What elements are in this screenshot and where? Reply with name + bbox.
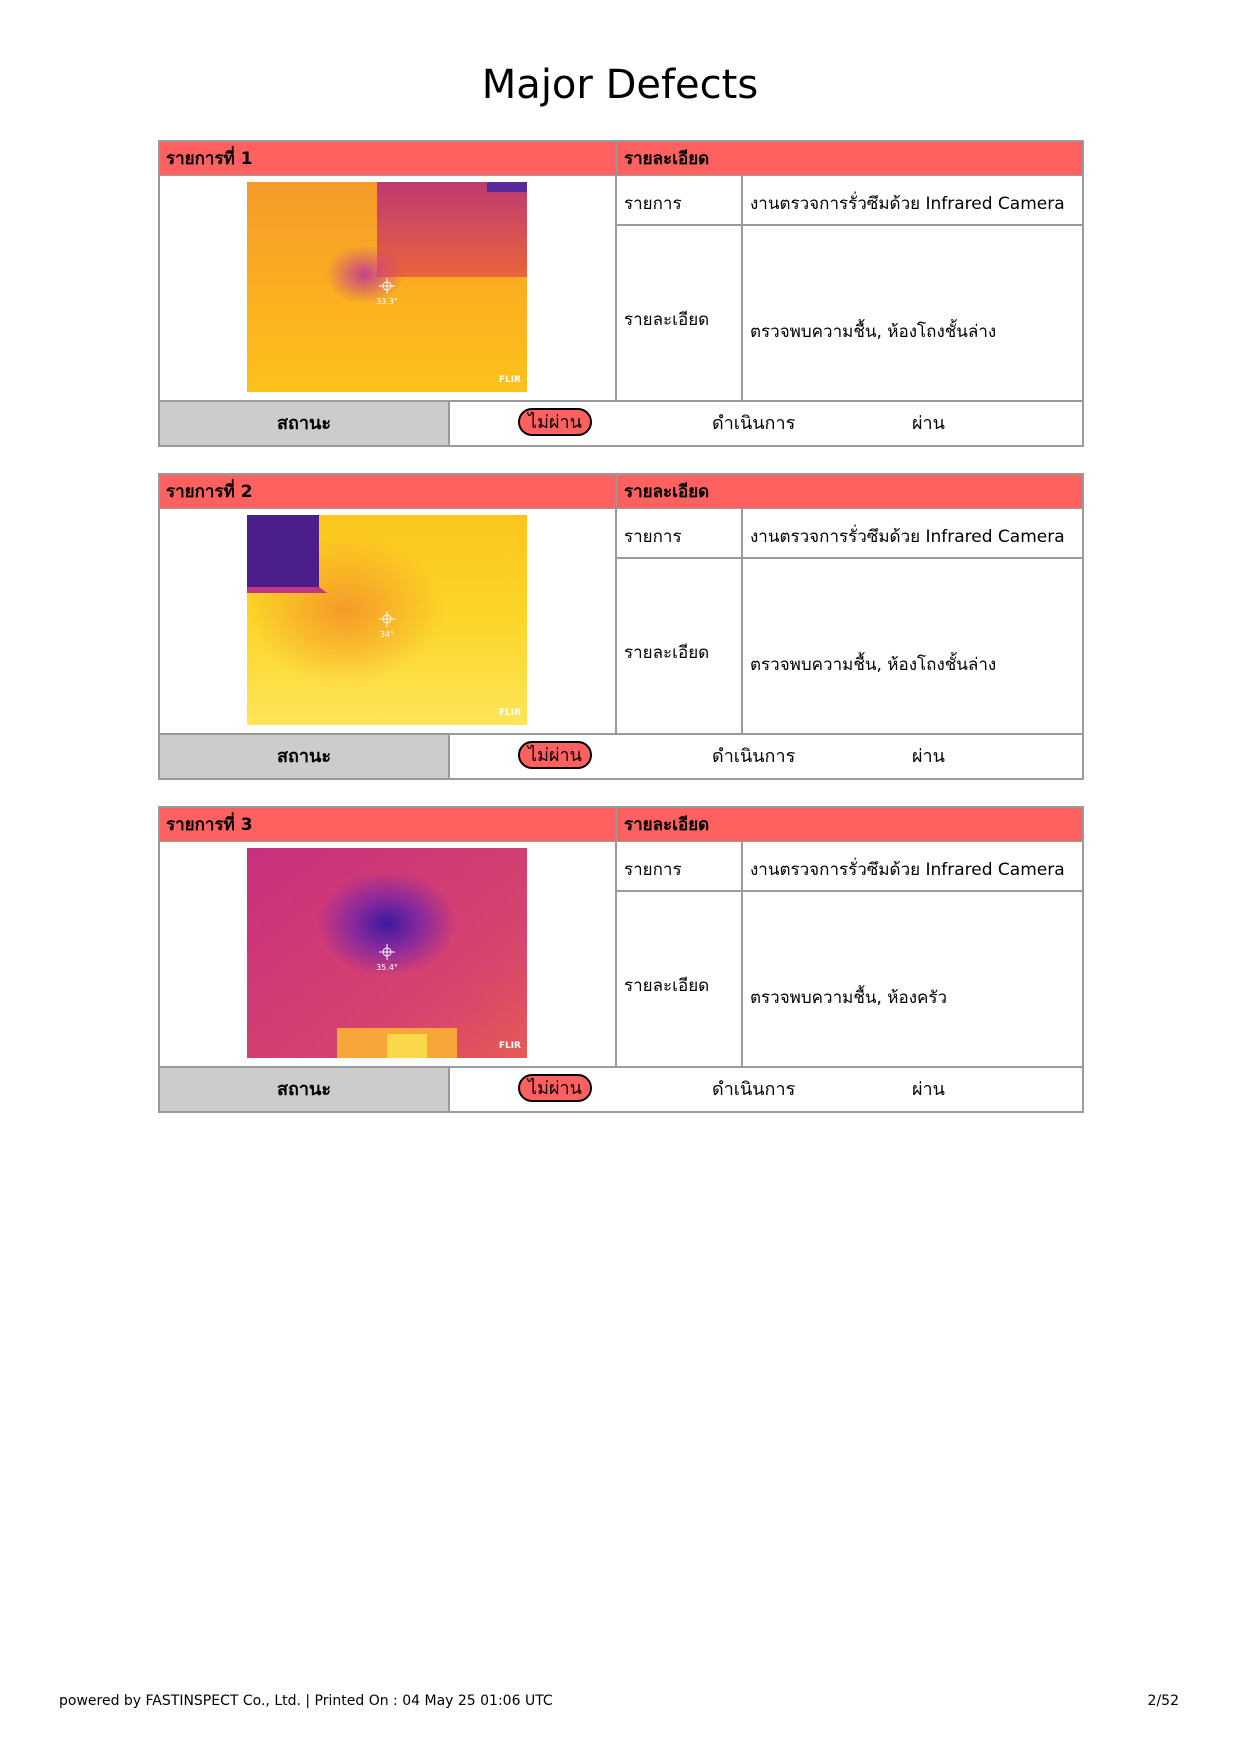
- fail-badge[interactable]: ไม่ผ่าน: [518, 741, 592, 769]
- crosshair-icon: [379, 611, 395, 627]
- detail-text: ตรวจพบความชื้น, ห้องโถงชั้นล่าง: [750, 322, 997, 342]
- defect-header: รายการที่ 1 รายละเอียด: [160, 142, 1082, 176]
- item-text: งานตรวจการรั่วซึมด้วย Infrared Camera: [750, 860, 1065, 880]
- detail-label: รายละเอียด: [624, 976, 710, 996]
- page-title: Major Defects: [481, 62, 759, 108]
- fail-badge[interactable]: ไม่ผ่าน: [518, 1074, 592, 1102]
- flir-logo: FLIR: [499, 708, 521, 718]
- thermal-image[interactable]: 33.3° FLIR: [247, 182, 527, 392]
- status-bar: สถานะ ไม่ผ่าน ดำเนินการ ผ่าน: [160, 1066, 1082, 1111]
- temperature-readout: 35.4°: [376, 963, 398, 972]
- detail-label: รายละเอียด: [624, 643, 710, 663]
- page-number: 2/52: [1147, 1693, 1179, 1709]
- status-bar: สถานะ ไม่ผ่าน ดำเนินการ ผ่าน: [160, 733, 1082, 778]
- detail-text: ตรวจพบความชื้น, ห้องครัว: [750, 988, 948, 1008]
- action-label: ดำเนินการ: [712, 1079, 796, 1100]
- fail-badge[interactable]: ไม่ผ่าน: [518, 408, 592, 436]
- status-label: สถานะ: [160, 402, 450, 445]
- status-label: สถานะ: [160, 735, 450, 778]
- action-label: ดำเนินการ: [712, 413, 796, 434]
- defect-card-2: รายการที่ 2 รายละเอียด 34° FLIR: [158, 473, 1084, 780]
- defect-header: รายการที่ 2 รายละเอียด: [160, 475, 1082, 509]
- defect-number: รายการที่ 1: [166, 149, 253, 169]
- temperature-readout: 34°: [380, 630, 394, 639]
- item-text: งานตรวจการรั่วซึมด้วย Infrared Camera: [750, 527, 1065, 547]
- detail-header: รายละเอียด: [624, 482, 710, 502]
- item-label: รายการ: [624, 860, 682, 880]
- thermal-image[interactable]: 34° FLIR: [247, 515, 527, 725]
- pass-option[interactable]: ผ่าน: [912, 413, 945, 434]
- status-bar: สถานะ ไม่ผ่าน ดำเนินการ ผ่าน: [160, 400, 1082, 445]
- defect-number: รายการที่ 2: [166, 482, 253, 502]
- pass-option[interactable]: ผ่าน: [912, 746, 945, 767]
- defect-card-3: รายการที่ 3 รายละเอียด 35.4° FLIR: [158, 806, 1084, 1113]
- photo-cell: 34° FLIR: [160, 509, 616, 735]
- crosshair-icon: [379, 278, 395, 294]
- detail-text: ตรวจพบความชื้น, ห้องโถงชั้นล่าง: [750, 655, 997, 675]
- defect-number: รายการที่ 3: [166, 815, 253, 835]
- crosshair-icon: [379, 944, 395, 960]
- photo-cell: 35.4° FLIR: [160, 842, 616, 1068]
- item-text: งานตรวจการรั่วซึมด้วย Infrared Camera: [750, 194, 1065, 214]
- photo-cell: 33.3° FLIR: [160, 176, 616, 402]
- flir-logo: FLIR: [499, 375, 521, 385]
- item-label: รายการ: [624, 194, 682, 214]
- thermal-image[interactable]: 35.4° FLIR: [247, 848, 527, 1058]
- defect-card-1: รายการที่ 1 รายละเอียด: [158, 140, 1084, 447]
- item-label: รายการ: [624, 527, 682, 547]
- detail-header: รายละเอียด: [624, 815, 710, 835]
- detail-label: รายละเอียด: [624, 310, 710, 330]
- flir-logo: FLIR: [499, 1041, 521, 1051]
- pass-option[interactable]: ผ่าน: [912, 1079, 945, 1100]
- defect-header: รายการที่ 3 รายละเอียด: [160, 808, 1082, 842]
- detail-header: รายละเอียด: [624, 149, 710, 169]
- action-label: ดำเนินการ: [712, 746, 796, 767]
- status-label: สถานะ: [160, 1068, 450, 1111]
- footer-credit: powered by FASTINSPECT Co., Ltd. | Print…: [59, 1693, 553, 1709]
- temperature-readout: 33.3°: [376, 297, 398, 306]
